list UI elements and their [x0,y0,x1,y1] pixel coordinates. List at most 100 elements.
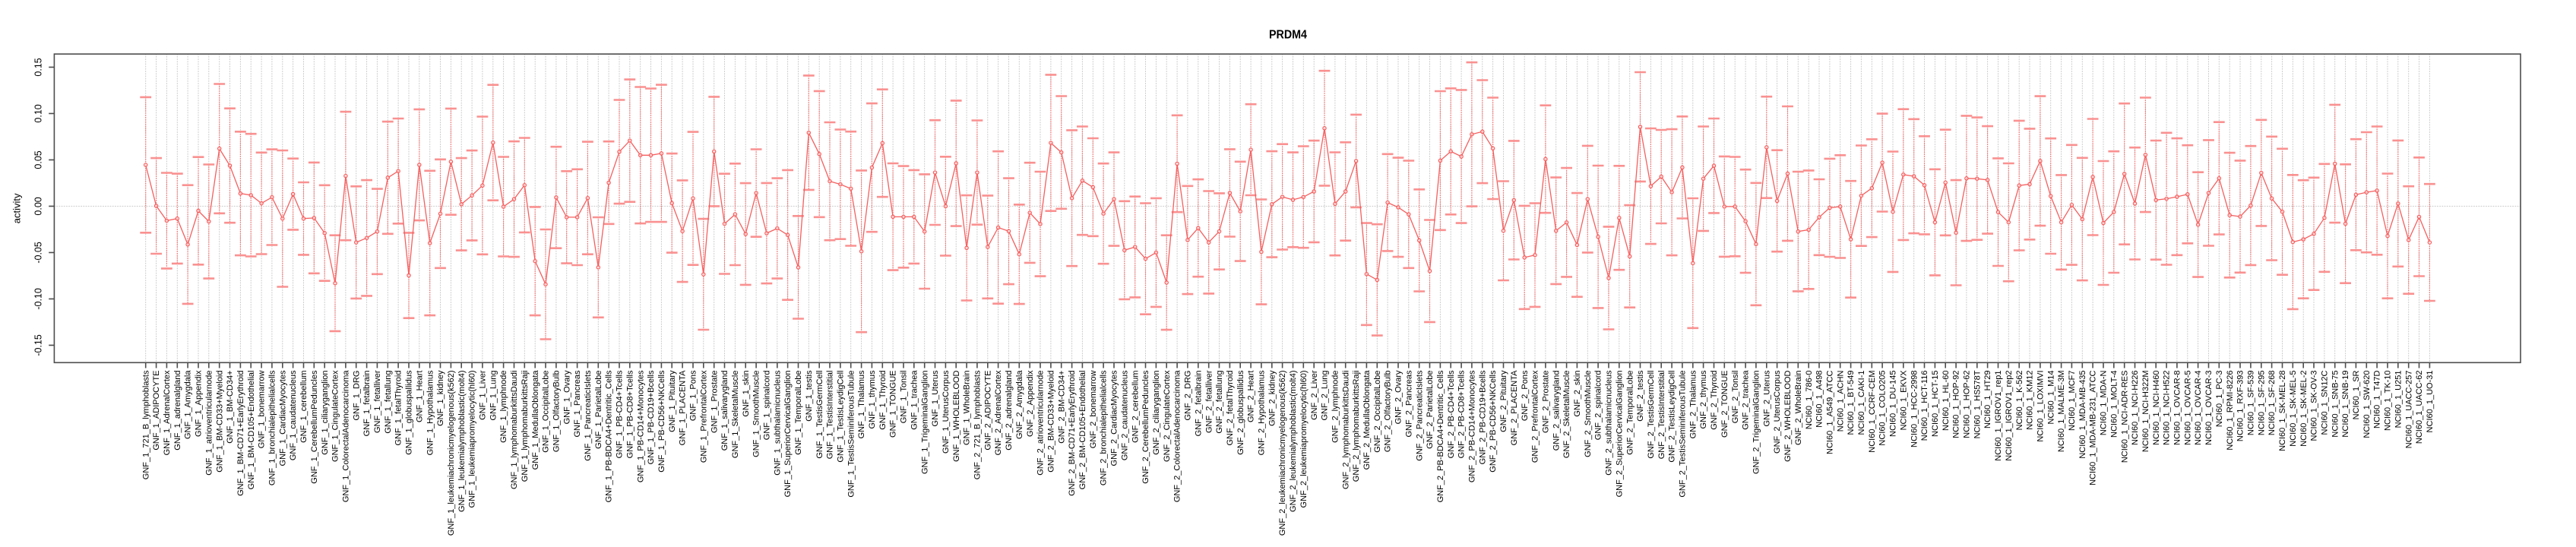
svg-text:NCI60_1_MDA-MB-231_ATCC: NCI60_1_MDA-MB-231_ATCC [2089,370,2098,485]
svg-text:GNF_1_bronchialepithelialcells: GNF_1_bronchialepithelialcells [268,370,277,485]
svg-text:-0.05: -0.05 [33,242,44,264]
svg-text:GNF_1_ParietalLobe: GNF_1_ParietalLobe [594,371,603,449]
svg-text:GNF_1_PB-CD8+Tcells: GNF_1_PB-CD8+Tcells [625,370,635,458]
svg-text:NCI60_1_NCI-H460: NCI60_1_NCI-H460 [2152,371,2161,445]
svg-text:GNF_1_PB-CD4+Tcells: GNF_1_PB-CD4+Tcells [616,370,625,458]
svg-text:GNF_1_Appendix: GNF_1_Appendix [195,370,204,437]
svg-text:GNF_2_Appendix: GNF_2_Appendix [1026,370,1035,437]
svg-text:NCI60_1_SN12C: NCI60_1_SN12C [2321,370,2330,435]
svg-text:NCI60_1_BT-549: NCI60_1_BT-549 [1847,371,1856,435]
svg-text:GNF_1_Liver: GNF_1_Liver [479,370,488,420]
svg-text:0.05: 0.05 [33,150,44,169]
svg-text:GNF_1_SmoothMuscle: GNF_1_SmoothMuscle [752,370,761,457]
svg-text:GNF_1_globuspallidus: GNF_1_globuspallidus [405,370,414,455]
svg-text:GNF_2_ADIPOCYTE: GNF_2_ADIPOCYTE [983,371,992,451]
svg-text:NCI60_1_HS578T: NCI60_1_HS578T [1973,370,1982,438]
svg-text:NCI60_1_A549_ATCC: NCI60_1_A549_ATCC [1826,370,1835,454]
svg-text:NCI60_1_SK-OV-3: NCI60_1_SK-OV-3 [2310,371,2319,441]
svg-text:GNF_2_721_B_lymphoblasts: GNF_2_721_B_lymphoblasts [973,370,983,479]
svg-text:GNF_2_PancreaticIslets: GNF_2_PancreaticIslets [1415,370,1424,461]
svg-text:GNF_2_SkeletalMuscle: GNF_2_SkeletalMuscle [1562,371,1571,459]
svg-text:NCI60_1_MOLT-4: NCI60_1_MOLT-4 [2109,371,2119,438]
svg-text:GNF_1_bonemarrow: GNF_1_bonemarrow [258,370,267,448]
svg-text:-0.10: -0.10 [33,288,44,310]
svg-text:GNF_2_PB-CD4+Tcells: GNF_2_PB-CD4+Tcells [1447,370,1456,458]
svg-text:NCI60_1_HOP-92: NCI60_1_HOP-92 [1952,371,1961,438]
svg-text:GNF_2_Hypothalamus: GNF_2_Hypothalamus [1258,370,1267,455]
svg-text:NCI60_1_UO-31: NCI60_1_UO-31 [2426,371,2435,433]
svg-text:GNF_1_WholeBrain: GNF_1_WholeBrain [963,371,972,445]
svg-text:GNF_2_kidney: GNF_2_kidney [1267,370,1277,426]
svg-text:GNF_1_SuperiorCervicalGanglion: GNF_1_SuperiorCervicalGanglion [783,371,793,498]
svg-text:NCI60_1_OVCAR-5: NCI60_1_OVCAR-5 [2183,371,2192,445]
svg-text:GNF_2_SmoothMuscle: GNF_2_SmoothMuscle [1584,371,1593,457]
svg-text:NCI60_1_LOXIMVI: NCI60_1_LOXIMVI [2036,371,2046,442]
svg-text:GNF_2_cerebellum: GNF_2_cerebellum [1131,371,1140,443]
svg-text:NCI60_1_ACHN: NCI60_1_ACHN [1836,370,1845,432]
svg-text:GNF_1_skin: GNF_1_skin [742,371,751,417]
svg-text:NCI60_1_PC-3: NCI60_1_PC-3 [2215,371,2224,428]
svg-text:NCI60_1_HCT-116: NCI60_1_HCT-116 [1920,371,1929,441]
svg-text:GNF_1_OccipitalLobe: GNF_1_OccipitalLobe [542,371,551,453]
svg-text:GNF_2_TestisLeydigCell: GNF_2_TestisLeydigCell [1668,371,1677,463]
svg-text:GNF_2_spinalcord: GNF_2_spinalcord [1594,371,1603,441]
svg-text:GNF_1_PancreaticIslets: GNF_1_PancreaticIslets [584,370,593,461]
svg-text:GNF_2_PLACENTA: GNF_2_PLACENTA [1510,370,1519,445]
svg-text:GNF_1_thymus: GNF_1_thymus [868,370,877,429]
svg-text:NCI60_1_SF-268: NCI60_1_SF-268 [2267,371,2277,436]
svg-text:GNF_2_Amygdala: GNF_2_Amygdala [1015,370,1024,439]
svg-text:NCI60_1_NCI-H226: NCI60_1_NCI-H226 [2131,371,2140,445]
svg-text:GNF_2_SuperiorCervicalGanglion: GNF_2_SuperiorCervicalGanglion [1615,371,1624,498]
svg-text:GNF_2_TestisGermCell: GNF_2_TestisGermCell [1647,371,1656,459]
svg-text:GNF_1_PB-BDCA4+Dentritic_Cells: GNF_1_PB-BDCA4+Dentritic_Cells [605,370,614,502]
svg-text:NCI60_1_SF-539: NCI60_1_SF-539 [2247,371,2256,436]
svg-text:NCI60_1_SW-620: NCI60_1_SW-620 [2362,371,2372,438]
svg-text:NCI60_1_MALME-3M: NCI60_1_MALME-3M [2057,371,2066,453]
svg-text:GNF_2_TemporalLobe: GNF_2_TemporalLobe [1625,371,1635,455]
svg-text:GNF_2_Pituitary: GNF_2_Pituitary [1499,370,1508,432]
svg-text:GNF_1_salivarygland: GNF_1_salivarygland [720,371,729,451]
svg-text:GNF_1_Ovary: GNF_1_Ovary [562,370,571,424]
svg-text:GNF_2_leukemiapromyelocytic(hl: GNF_2_leukemiapromyelocytic(hl60) [1299,371,1309,508]
svg-text:GNF_2_TestisInterstitial: GNF_2_TestisInterstitial [1657,371,1666,460]
svg-text:PRDM4: PRDM4 [1269,29,1307,42]
svg-text:GNF_1_leukemiapromyelocytic(hl: GNF_1_leukemiapromyelocytic(hl60) [468,371,477,508]
svg-text:NCI60_1_SR: NCI60_1_SR [2352,370,2361,419]
svg-text:GNF_2_trachea: GNF_2_trachea [1742,370,1751,430]
svg-text:GNF_2_ColorectalAdenocarcinoma: GNF_2_ColorectalAdenocarcinoma [1173,370,1182,503]
svg-text:NCI60_1_OVCAR-4: NCI60_1_OVCAR-4 [2194,371,2203,445]
svg-text:GNF_1_Amygdala: GNF_1_Amygdala [184,370,193,439]
svg-text:GNF_1_trachea: GNF_1_trachea [910,370,919,430]
svg-text:NCI60_1_K-562: NCI60_1_K-562 [2015,371,2024,431]
svg-text:GNF_1_Lung: GNF_1_Lung [489,371,498,421]
svg-text:NCI60_1_SK-MEL-28: NCI60_1_SK-MEL-28 [2278,371,2287,451]
svg-text:GNF_1_CingulateCortex: GNF_1_CingulateCortex [331,370,340,462]
svg-text:GNF_2_thymus: GNF_2_thymus [1699,370,1708,429]
svg-text:GNF_2_Ovary: GNF_2_Ovary [1394,370,1404,424]
svg-text:GNF_1_adrenalgland: GNF_1_adrenalgland [173,371,182,451]
svg-text:GNF_1_caudatenucleus: GNF_1_caudatenucleus [289,370,298,460]
svg-text:NCI60_1_OVCAR-8: NCI60_1_OVCAR-8 [2173,371,2182,445]
svg-text:NCI60_1_KM12: NCI60_1_KM12 [2026,371,2035,430]
svg-text:GNF_2_adrenalgland: GNF_2_adrenalgland [1005,371,1014,451]
svg-text:NCI60_1_DU-145: NCI60_1_DU-145 [1889,371,1898,437]
svg-text:NCI60_1_HCT-15: NCI60_1_HCT-15 [1931,371,1940,437]
svg-text:NCI60_1_MDA-N: NCI60_1_MDA-N [2100,370,2109,435]
svg-text:GNF_1_WHOLEBLOOD: GNF_1_WHOLEBLOOD [952,370,961,461]
svg-text:GNF_2_lymphnode: GNF_2_lymphnode [1331,371,1340,443]
svg-text:GNF_1_leukemialymphoblastic(mo: GNF_1_leukemialymphoblastic(molt4) [457,371,467,512]
svg-text:NCI60_1_786-0: NCI60_1_786-0 [1805,371,1814,430]
svg-text:GNF_1_kidney: GNF_1_kidney [436,370,445,426]
svg-text:GNF_2_Lung: GNF_2_Lung [1321,371,1330,421]
svg-text:NCI60_1_NCI-ADR-RES: NCI60_1_NCI-ADR-RES [2120,371,2129,463]
svg-text:GNF_2_DRG: GNF_2_DRG [1184,371,1193,421]
svg-text:GNF_1_BM-CD71+EarlyErythroid: GNF_1_BM-CD71+EarlyErythroid [236,371,245,496]
svg-text:GNF_2_leukemiachronicmyelogeno: GNF_2_leukemiachronicmyelogenous(k562) [1278,371,1287,536]
svg-text:GNF_2_caudatenucleus: GNF_2_caudatenucleus [1120,370,1129,460]
svg-text:GNF_1_fetalThyroid: GNF_1_fetalThyroid [394,371,403,446]
svg-text:GNF_1_lymphomaburkittsDaudi: GNF_1_lymphomaburkittsDaudi [510,371,519,490]
svg-text:GNF_1_subthalamicnucleus: GNF_1_subthalamicnucleus [773,370,782,476]
svg-text:GNF_2_Pancreas: GNF_2_Pancreas [1404,370,1413,438]
svg-text:GNF_1_TemporalLobe: GNF_1_TemporalLobe [794,371,803,455]
svg-text:GNF_1_testis: GNF_1_testis [805,370,814,422]
